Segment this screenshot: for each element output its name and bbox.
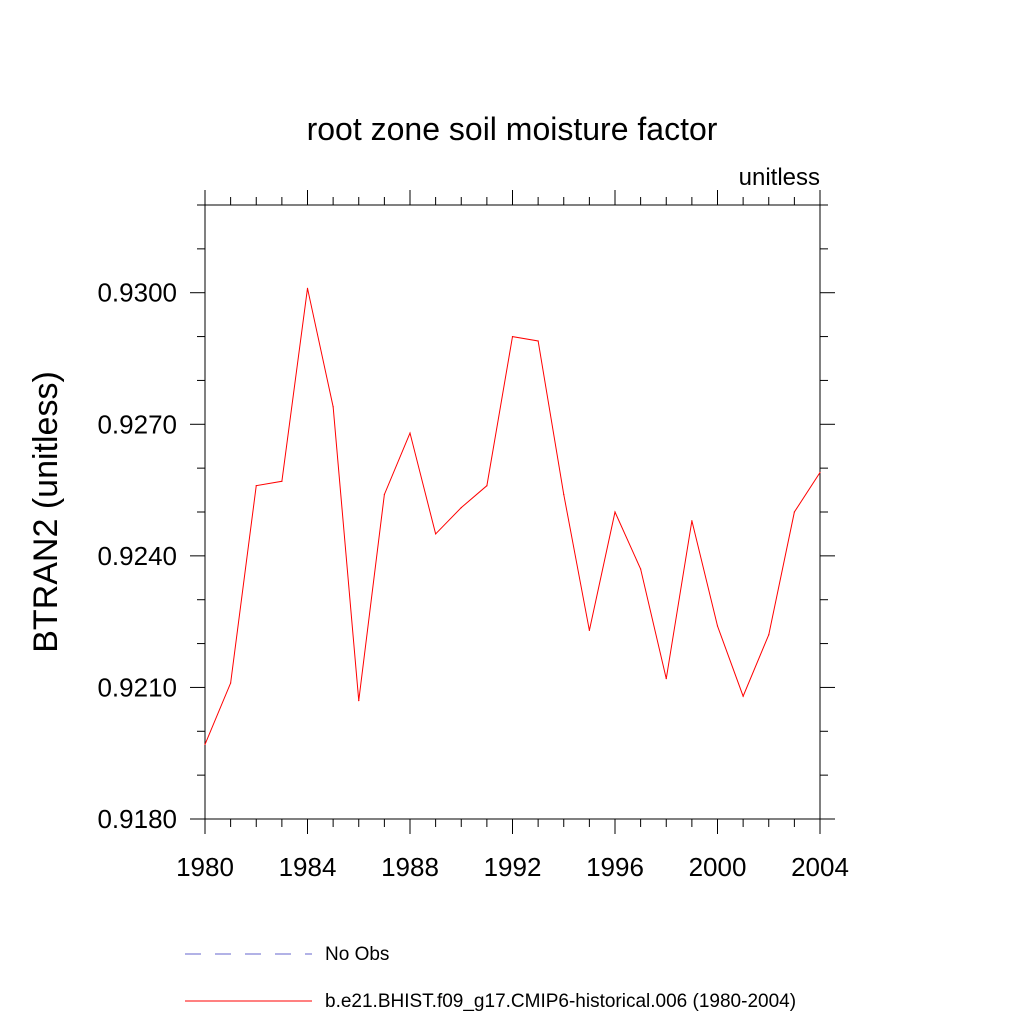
x-tick-label: 1992 <box>484 852 542 882</box>
data-point <box>537 340 539 342</box>
data-point <box>332 406 334 408</box>
y-tick-label: 0.9300 <box>97 278 177 308</box>
y-axis-label: BTRAN2 (unitless) <box>27 371 65 653</box>
chart-title: root zone soil moisture factor <box>307 111 718 147</box>
data-point <box>563 493 565 496</box>
data-point <box>306 287 309 289</box>
legend-label-historical: b.e21.BHIST.f09_g17.CMIP6-historical.006… <box>325 991 796 1012</box>
y-tick-label: 0.9240 <box>97 541 177 571</box>
data-point <box>409 432 411 434</box>
legend: No Obs b.e21.BHIST.f09_g17.CMIP6-histori… <box>185 944 796 1012</box>
x-tick-label: 1988 <box>381 852 439 882</box>
x-tick-label: 2000 <box>689 852 747 882</box>
data-point <box>768 634 770 636</box>
data-point <box>588 629 590 632</box>
x-tick-label: 1996 <box>586 852 644 882</box>
y-tick-label: 0.9270 <box>97 409 177 439</box>
series-layer <box>204 287 821 746</box>
x-tick-label: 2004 <box>791 852 849 882</box>
tick-labels-layer: 1980 1984 1988 1992 1996 2000 2004 0.9180 0.9210… <box>97 278 848 882</box>
series-line-0 <box>204 288 821 745</box>
units-label: unitless <box>739 164 820 191</box>
data-point <box>742 695 744 697</box>
data-point <box>793 511 795 513</box>
data-point <box>486 485 488 487</box>
data-point <box>204 743 206 746</box>
data-point <box>691 520 693 522</box>
data-point <box>511 335 514 338</box>
data-point <box>716 625 719 627</box>
data-point <box>383 493 385 496</box>
data-point <box>819 471 821 474</box>
y-tick-label: 0.9180 <box>97 804 177 834</box>
data-point <box>640 568 642 570</box>
ticks-layer <box>190 190 835 834</box>
legend-label-no-obs: No Obs <box>325 944 389 965</box>
data-point <box>460 507 462 509</box>
data-point <box>255 485 257 487</box>
data-point <box>358 699 360 702</box>
plot-frame <box>204 204 821 820</box>
data-point <box>281 480 283 482</box>
data-point <box>665 678 667 680</box>
x-tick-label: 1980 <box>176 852 234 882</box>
data-point <box>435 533 437 535</box>
y-tick-label: 0.9210 <box>97 672 177 702</box>
x-tick-label: 1984 <box>279 852 337 882</box>
data-point <box>230 682 232 684</box>
data-point <box>614 511 616 513</box>
